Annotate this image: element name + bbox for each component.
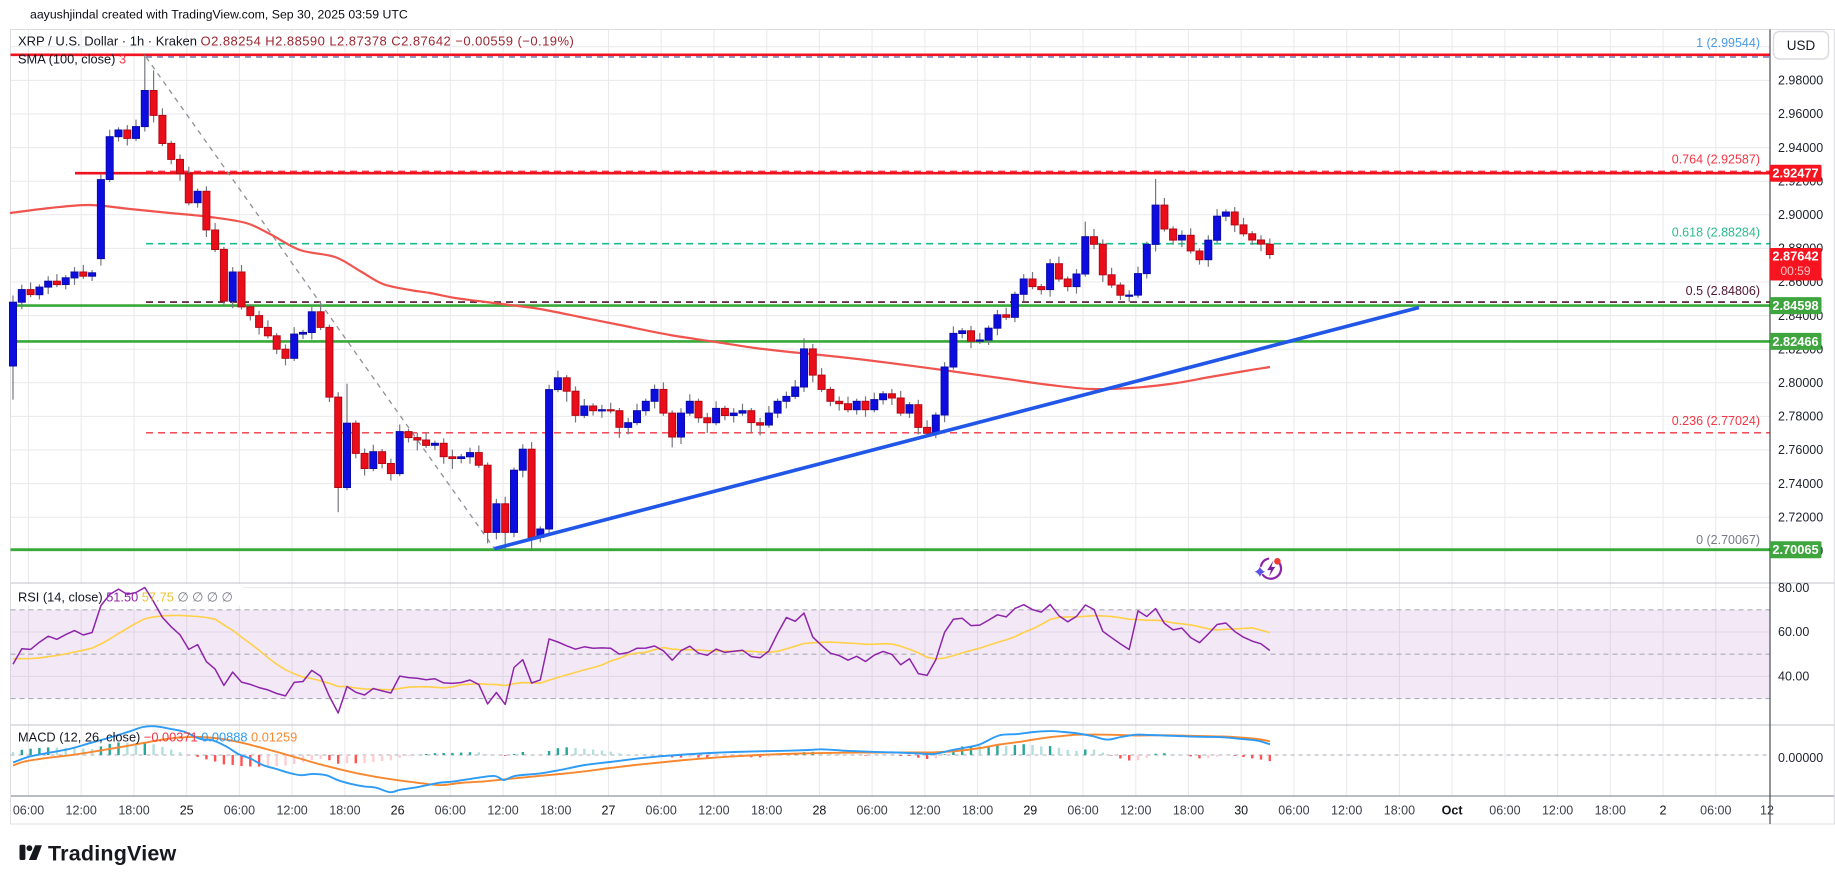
svg-text:12:00: 12:00 (487, 804, 518, 818)
svg-text:06:00: 06:00 (856, 804, 887, 818)
svg-text:18:00: 18:00 (1384, 804, 1415, 818)
svg-text:2.98000: 2.98000 (1778, 74, 1823, 88)
svg-text:18:00: 18:00 (118, 804, 149, 818)
svg-text:0.618 (2.88284): 0.618 (2.88284) (1672, 226, 1760, 240)
svg-text:18:00: 18:00 (962, 804, 993, 818)
svg-text:12:00: 12:00 (909, 804, 940, 818)
svg-text:18:00: 18:00 (329, 804, 360, 818)
svg-text:12:00: 12:00 (1120, 804, 1151, 818)
svg-text:0.00000: 0.00000 (1778, 751, 1823, 765)
svg-text:MACD (12, 26, close) −0.00371: MACD (12, 26, close) −0.00371 0.00888 0.… (18, 730, 297, 745)
svg-text:2.78000: 2.78000 (1778, 410, 1823, 424)
svg-text:1 (2.99544): 1 (2.99544) (1696, 36, 1760, 50)
svg-text:80.00: 80.00 (1778, 581, 1809, 595)
svg-text:0.5 (2.84806): 0.5 (2.84806) (1686, 284, 1760, 298)
svg-text:2.74000: 2.74000 (1778, 477, 1823, 491)
svg-text:12:00: 12:00 (66, 804, 97, 818)
svg-text:40.00: 40.00 (1778, 670, 1809, 684)
svg-text:30: 30 (1234, 804, 1248, 818)
svg-text:18:00: 18:00 (1173, 804, 1204, 818)
svg-text:06:00: 06:00 (1067, 804, 1098, 818)
svg-text:12:00: 12:00 (1331, 804, 1362, 818)
svg-text:2.72000: 2.72000 (1778, 510, 1823, 524)
svg-text:2.94000: 2.94000 (1778, 141, 1823, 155)
svg-text:XRP / U.S. Dollar · 1h · Krake: XRP / U.S. Dollar · 1h · Kraken O2.88254… (18, 34, 574, 49)
svg-text:0 (2.70067): 0 (2.70067) (1696, 533, 1760, 547)
svg-text:29: 29 (1023, 804, 1037, 818)
svg-text:00:59: 00:59 (1780, 264, 1810, 278)
svg-text:TradingView: TradingView (48, 842, 177, 866)
svg-text:12: 12 (1760, 804, 1774, 818)
svg-text:2.96000: 2.96000 (1778, 107, 1823, 121)
svg-text:06:00: 06:00 (1489, 804, 1520, 818)
svg-text:2.90000: 2.90000 (1778, 208, 1823, 222)
svg-text:0.236 (2.77024): 0.236 (2.77024) (1672, 414, 1760, 428)
svg-text:28: 28 (812, 804, 826, 818)
svg-text:2.87642: 2.87642 (1772, 249, 1818, 264)
svg-text:aayushjindal created with Trad: aayushjindal created with TradingView.co… (30, 8, 408, 22)
svg-text:SMA (100, close) 3: SMA (100, close) 3 (18, 52, 126, 67)
svg-text:Oct: Oct (1442, 804, 1464, 818)
svg-text:18:00: 18:00 (540, 804, 571, 818)
svg-text:0.764 (2.92587): 0.764 (2.92587) (1672, 152, 1760, 166)
svg-text:12:00: 12:00 (698, 804, 729, 818)
svg-text:2.82466: 2.82466 (1772, 334, 1818, 349)
svg-text:06:00: 06:00 (1700, 804, 1731, 818)
svg-text:06:00: 06:00 (435, 804, 466, 818)
svg-text:06:00: 06:00 (1278, 804, 1309, 818)
svg-text:2.92477: 2.92477 (1772, 166, 1818, 181)
svg-text:2.70065: 2.70065 (1772, 542, 1818, 557)
svg-text:12:00: 12:00 (1542, 804, 1573, 818)
svg-text:2: 2 (1660, 804, 1667, 818)
svg-text:06:00: 06:00 (13, 804, 44, 818)
svg-text:25: 25 (180, 804, 194, 818)
svg-text:12:00: 12:00 (276, 804, 307, 818)
svg-text:RSI (14, close) 51.50 57.75 ∅: RSI (14, close) 51.50 57.75 ∅ ∅ ∅ ∅ (18, 590, 233, 605)
svg-text:2.80000: 2.80000 (1778, 376, 1823, 390)
svg-text:27: 27 (602, 804, 616, 818)
svg-text:06:00: 06:00 (224, 804, 255, 818)
svg-text:2.84598: 2.84598 (1772, 298, 1818, 313)
svg-text:26: 26 (391, 804, 405, 818)
svg-text:18:00: 18:00 (1595, 804, 1626, 818)
svg-text:2.76000: 2.76000 (1778, 443, 1823, 457)
svg-text:60.00: 60.00 (1778, 625, 1809, 639)
svg-text:USD: USD (1787, 38, 1816, 53)
svg-text:06:00: 06:00 (646, 804, 677, 818)
svg-text:18:00: 18:00 (751, 804, 782, 818)
